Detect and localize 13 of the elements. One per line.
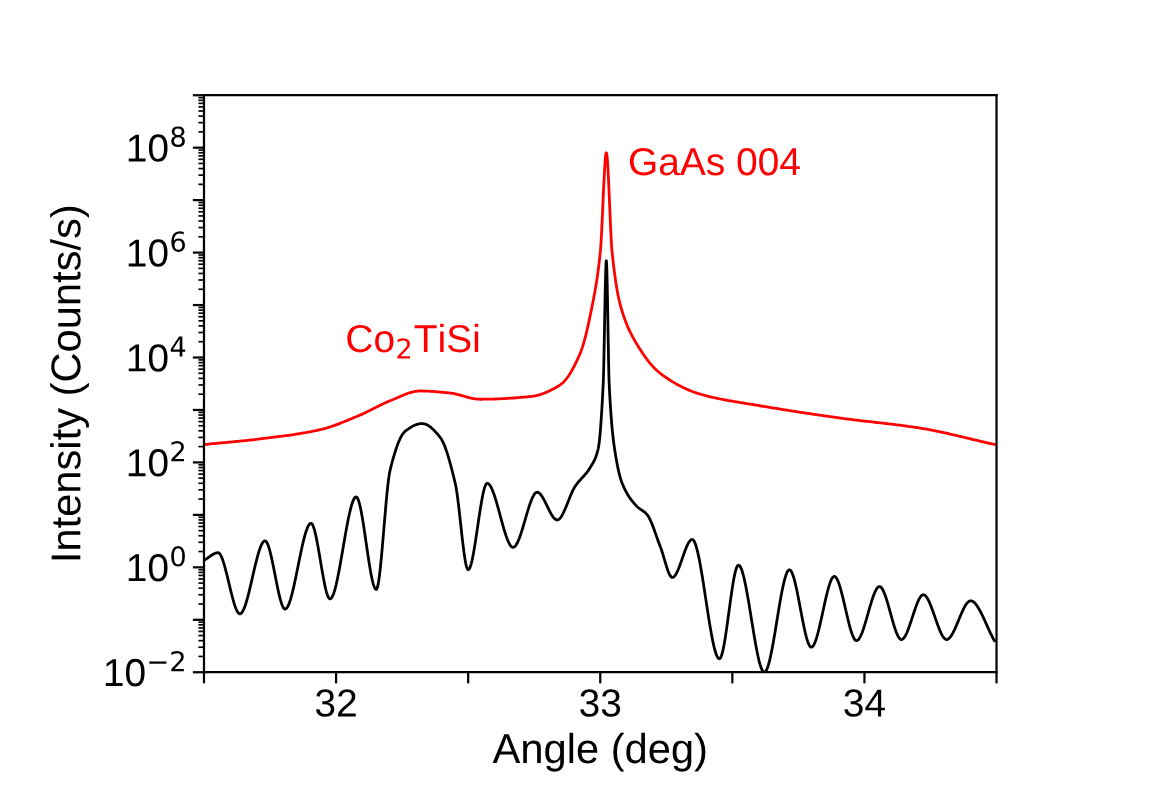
annotation: GaAs 004 xyxy=(629,147,800,176)
x-axis-title: Angle (deg) xyxy=(492,732,706,772)
y-tick-label: 10$^{2}$ xyxy=(128,441,185,477)
y-axis-title: Intensity (Counts/s) xyxy=(50,206,89,560)
y-tick-label: 10$^{6}$ xyxy=(128,231,186,267)
y-tick-label: 10$^{8}$ xyxy=(128,126,185,162)
x-tick-label: 32 xyxy=(315,689,356,717)
y-tick-label: 10$^{−2}$ xyxy=(105,650,184,687)
y-tick-label: 10$^{4}$ xyxy=(128,336,186,372)
x-tick-label: 33 xyxy=(580,689,621,717)
annotation: Co$_{2}$TiSi xyxy=(347,323,479,359)
y-tick-label: 10$^{0}$ xyxy=(128,546,185,582)
x-tick-label: 34 xyxy=(844,689,885,717)
